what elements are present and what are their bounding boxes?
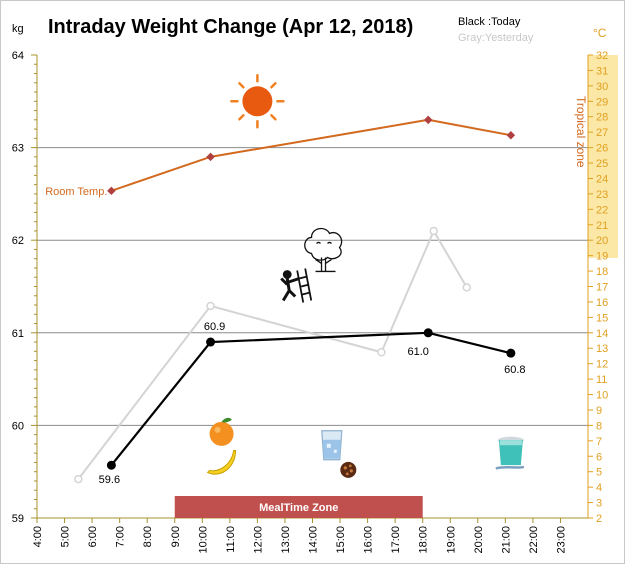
water-glass-icon (321, 430, 343, 461)
room-temp-point (107, 186, 116, 196)
x-tick-label: 6:00 (87, 526, 99, 547)
y-left-tick-label: 62 (12, 235, 24, 247)
today-data-label: 60.8 (504, 364, 525, 376)
y-right-tick-label: 15 (596, 312, 608, 324)
y-left-tick-label: 60 (12, 420, 24, 432)
y-right-tick-label: 8 (596, 420, 602, 432)
y-right-tick-label: 12 (596, 359, 608, 371)
y-right-tick-label: 7 (596, 436, 602, 448)
room-temp-line (111, 118, 512, 192)
grid-lines (37, 147, 588, 426)
yesterday-point (377, 347, 386, 357)
x-tick-label: 19:00 (445, 526, 457, 554)
room-temp-point (506, 131, 516, 140)
y-right-tick-label: 25 (596, 158, 608, 170)
tropical-zone-label: Tropical zone (574, 96, 588, 168)
cookie-icon (340, 461, 357, 478)
orange-icon (209, 417, 234, 446)
x-tick-label: 13:00 (280, 526, 292, 554)
x-tick-label: 4:00 (32, 526, 44, 547)
y-left-tick-label: 64 (12, 50, 24, 62)
x-tick-label: 9:00 (170, 526, 182, 547)
x-tick-label: 16:00 (363, 526, 375, 554)
tropical-zone-band (588, 55, 618, 258)
y-right-tick-label: 19 (596, 251, 608, 263)
x-tick-label: 18:00 (418, 526, 430, 554)
x-tick-label: 14:00 (308, 526, 320, 554)
x-tick-label: 5:00 (60, 526, 72, 547)
yesterday-point (74, 474, 83, 484)
y-right-tick-label: 27 (596, 127, 608, 139)
today-data-label: 59.6 (99, 474, 120, 486)
y-right-tick-label: 29 (596, 96, 608, 108)
y-right-tick-label: 4 (596, 482, 602, 494)
x-tick-label: 21:00 (500, 526, 512, 554)
y-left-tick-label: 63 (12, 143, 24, 155)
legend-yesterday: Gray:Yesterday (458, 32, 534, 44)
today-point (106, 460, 116, 470)
y-right-tick-label: 14 (596, 328, 608, 340)
y-right-tick-label: 18 (596, 266, 608, 278)
today-point (506, 348, 516, 358)
x-tick-label: 22:00 (528, 526, 540, 554)
legend-today: Black :Today (458, 16, 521, 28)
meal-time-zone (174, 496, 423, 518)
tree-icon (304, 227, 343, 273)
y-right-tick-label: 32 (596, 50, 608, 62)
y-right-tick-label: 9 (596, 405, 602, 417)
meal-time-zone-label: MealTime Zone (259, 502, 338, 514)
y-right-tick-label: 24 (596, 173, 608, 185)
y-left-tick-label: 59 (12, 513, 24, 525)
y-right-tick-label: 22 (596, 204, 608, 216)
series-layer: 59.6 60.9 61.0 60.8 (74, 115, 526, 486)
yesterday-point (429, 226, 438, 236)
yogurt-cup-icon (495, 436, 525, 470)
y-right-tick-label: 30 (596, 81, 608, 93)
today-point (206, 337, 216, 347)
y-right-tick-label: 17 (596, 282, 608, 294)
y-right-tick-label: 20 (596, 235, 608, 247)
x-tick-label: 8:00 (142, 526, 154, 547)
sun-icon (230, 74, 285, 129)
x-tick-label: 7:00 (115, 526, 127, 547)
today-line (110, 331, 512, 466)
room-temp-point (206, 152, 215, 162)
yesterday-point (462, 283, 472, 292)
x-tick-label: 12:00 (252, 526, 264, 554)
y-right-tick-label: 10 (596, 390, 608, 402)
banana-icon (206, 449, 237, 475)
climbing-person-icon (280, 268, 313, 303)
today-point (423, 328, 433, 338)
x-tick-label: 15:00 (335, 526, 347, 554)
axes: 5960616263642345678910111213141516171819… (12, 50, 609, 554)
y-right-tick-label: 2 (596, 513, 602, 525)
x-tick-label: 20:00 (473, 526, 485, 554)
today-data-label: 60.9 (204, 321, 225, 333)
y-right-tick-label: 16 (596, 297, 608, 309)
y-right-tick-label: 23 (596, 189, 608, 201)
x-tick-label: 10:00 (197, 526, 209, 554)
y-right-tick-label: 28 (596, 112, 608, 124)
x-tick-label: 23:00 (555, 526, 567, 554)
y-right-tick-label: 31 (596, 65, 608, 77)
y-right-tick-label: 21 (596, 220, 608, 232)
y-left-unit: kg (12, 23, 24, 35)
y-left-tick-label: 61 (12, 328, 24, 340)
today-data-label: 61.0 (407, 346, 428, 358)
x-tick-label: 17:00 (390, 526, 402, 554)
y-right-tick-label: 13 (596, 343, 608, 355)
y-right-tick-label: 3 (596, 498, 602, 510)
y-right-tick-label: 26 (596, 143, 608, 155)
y-right-tick-label: 11 (596, 374, 607, 386)
y-right-unit: °C (593, 26, 607, 40)
yesterday-point (206, 301, 215, 311)
y-right-tick-label: 5 (596, 467, 602, 479)
y-right-tick-label: 6 (596, 451, 602, 463)
room-temp-point (423, 115, 433, 125)
room-temp-label: Room Temp. (45, 186, 107, 198)
x-tick-label: 11:00 (225, 526, 237, 553)
chart-title: Intraday Weight Change (Apr 12, 2018) (48, 16, 413, 38)
